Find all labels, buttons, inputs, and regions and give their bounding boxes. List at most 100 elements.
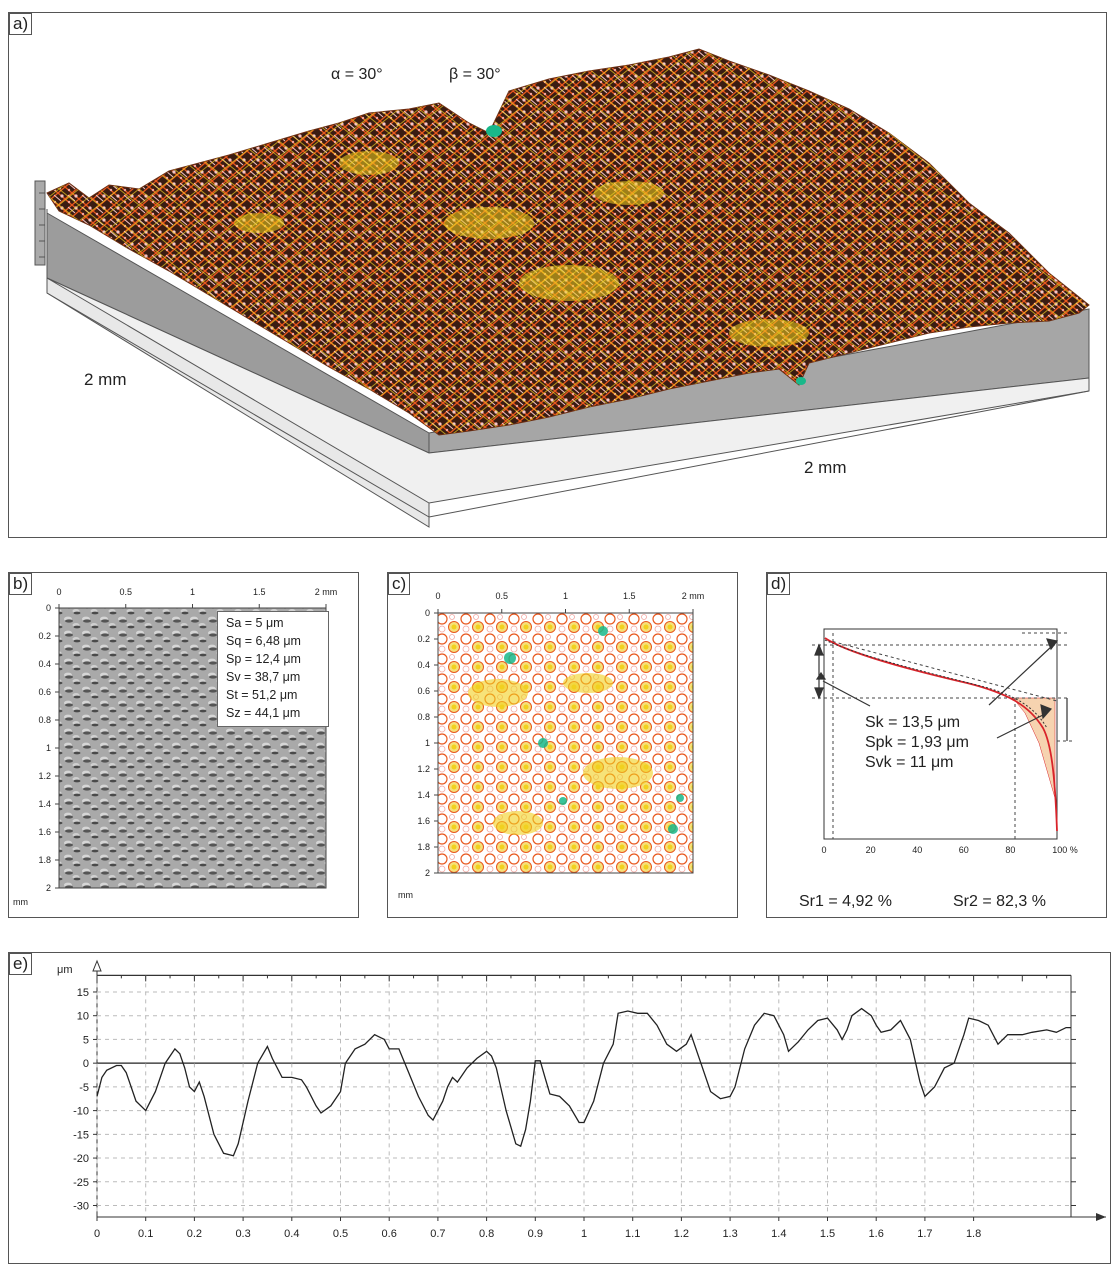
contour-deep-spots xyxy=(504,626,684,834)
y-tick-label: 1 xyxy=(46,743,51,753)
x-tick-label: 1 xyxy=(581,1228,587,1240)
stat-st: St = 51,2 μm xyxy=(226,688,298,702)
y-tick-label: 1.4 xyxy=(38,799,51,809)
y-tick-label: 0.8 xyxy=(417,712,430,722)
x-tick-label: 40 xyxy=(912,845,922,855)
stat-sq: Sq = 6,48 μm xyxy=(226,634,301,648)
y-tick-label: 0 xyxy=(83,1058,89,1070)
x-tick-label: 1.5 xyxy=(623,591,636,601)
y-unit-b: mm xyxy=(13,897,28,907)
roughness-stats-box: Sa = 5 μm Sq = 6,48 μm Sp = 12,4 μm Sv =… xyxy=(217,611,329,727)
x-tick-label: 1 xyxy=(563,591,568,601)
y-tick-label: 0.6 xyxy=(38,687,51,697)
x-tick-label: 1.1 xyxy=(625,1228,640,1240)
y-tick-label: -15 xyxy=(73,1129,89,1141)
x-tick-label: 2 mm xyxy=(315,587,338,597)
x-tick-label: 1.3 xyxy=(722,1228,737,1240)
x-tick-label: 0 xyxy=(435,591,440,601)
stat-sa: Sa = 5 μm xyxy=(226,616,284,630)
y-tick-label: -20 xyxy=(73,1153,89,1165)
x-tick-label: 0.1 xyxy=(138,1228,153,1240)
x-tick-label: 100 % xyxy=(1052,845,1078,855)
x-tick-label: 0.4 xyxy=(284,1228,299,1240)
x-tick-label: 2 mm xyxy=(682,591,705,601)
panel-d-label: d) xyxy=(767,573,791,595)
beta-angle: β = 30° xyxy=(449,66,501,83)
svk-value: Svk = 11 μm xyxy=(865,754,954,771)
x-tick-label: 1.7 xyxy=(917,1228,932,1240)
y-tick-label: -10 xyxy=(73,1106,89,1118)
y-axis-unit: μm xyxy=(57,964,73,976)
stat-sp: Sp = 12,4 μm xyxy=(226,652,301,666)
valley-patches xyxy=(234,151,809,347)
surface-3d-plot: α = 30° β = 30° 2 mm 2 mm xyxy=(34,48,1090,528)
alpha-angle: α = 30° xyxy=(331,66,383,83)
y-unit-c: mm xyxy=(398,890,413,900)
y-tick-label: 0 xyxy=(46,603,51,613)
x-tick-label: 1.5 xyxy=(253,587,266,597)
x-tick-label: 0.2 xyxy=(187,1228,202,1240)
stat-sz: Sz = 44,1 μm xyxy=(226,706,301,720)
x-tick-label: 1.5 xyxy=(820,1228,835,1240)
y-tick-label: 5 xyxy=(83,1034,89,1046)
y-tick-label: 0.2 xyxy=(38,631,51,641)
y-tick-label: 1.8 xyxy=(38,855,51,865)
y-tick-label: 1.6 xyxy=(38,827,51,837)
x-tick-label: 20 xyxy=(866,845,876,855)
y-tick-label: 2 xyxy=(46,883,51,893)
y-axis-arrow xyxy=(92,959,102,972)
y-tick-label: 0.6 xyxy=(417,686,430,696)
panel-b-height-map: b) 0 0.5 1 1.5 2 mm 0 0.2 0.4 0.6 0.8 1 1.2 1.4 1.6 1… xyxy=(8,572,359,918)
panel-a-label: a) xyxy=(9,13,33,35)
x-tick-label: 0.5 xyxy=(333,1228,348,1240)
x-tick-label: 1.6 xyxy=(869,1228,884,1240)
y-tick-label: 1.2 xyxy=(417,764,430,774)
x-tick-label: 1.4 xyxy=(771,1228,786,1240)
x-tick-label: 0.5 xyxy=(495,591,508,601)
y-tick-label: 0.8 xyxy=(38,715,51,725)
panel-e-profile: e) μm 15 10 5 0 -5 -10 -15 -20 -25 -30 0 0.1 0.2 0.3… xyxy=(8,952,1111,1264)
x-tick-label: 0.9 xyxy=(528,1228,543,1240)
panel-e-label: e) xyxy=(9,953,33,975)
panel-c-label: c) xyxy=(388,573,411,595)
x-tick-label: 0.3 xyxy=(235,1228,250,1240)
x-tick-label: 80 xyxy=(1005,845,1015,855)
y-tick-label: 15 xyxy=(77,987,89,999)
x-axis-arrow xyxy=(1096,1213,1106,1221)
x-tick-label: 0.6 xyxy=(382,1228,397,1240)
dimension-right: 2 mm xyxy=(804,458,847,477)
x-tick-label: 0 xyxy=(56,587,61,597)
y-tick-label: 10 xyxy=(77,1011,89,1023)
y-tick-label: 2 xyxy=(425,868,430,878)
panel-c-contour-map: c) 0 0.5 1 1.5 2 mm 0 0.2 0.4 0.6 0.8 1 1.2 1.4 1.6 1… xyxy=(387,572,738,918)
y-tick-label: -25 xyxy=(73,1177,89,1189)
panel-a-3d-surface: a) xyxy=(8,12,1107,538)
bearing-curve-plot: 0 20 40 60 80 100 % Sk = 13,5 μm Spk = 1,93 μ… xyxy=(799,628,1078,910)
y-tick-label: -5 xyxy=(79,1082,89,1094)
z-scale-bar xyxy=(34,180,46,266)
y-tick-label: -30 xyxy=(73,1201,89,1213)
x-tick-label: 1.2 xyxy=(674,1228,689,1240)
base-bottom-strip xyxy=(46,277,1090,504)
x-tick-label: 0.5 xyxy=(119,587,132,597)
panel-d-bearing-curve: d) 0 20 40 60 80 100 % xyxy=(766,572,1107,918)
sr2-value: Sr2 = 82,3 % xyxy=(953,893,1046,910)
panel-b-label: b) xyxy=(9,573,33,595)
spk-value: Spk = 1,93 μm xyxy=(865,734,969,751)
sk-value: Sk = 13,5 μm xyxy=(865,714,960,731)
profile-line xyxy=(96,1007,1071,1157)
y-tick-label: 0.4 xyxy=(417,660,430,670)
x-tick-label: 0 xyxy=(821,845,826,855)
contour-yellow-areas xyxy=(468,673,653,835)
x-tick-label: 1.8 xyxy=(966,1228,981,1240)
profile-chart: μm 15 10 5 0 -5 -10 -15 -20 -25 -30 0 0.1 0.2 0.3 0.4… xyxy=(57,959,1106,1240)
x-tick-label: 1 xyxy=(190,587,195,597)
x-tick-label: 0.7 xyxy=(430,1228,445,1240)
bearing-curve xyxy=(824,637,1058,832)
y-tick-label: 0.2 xyxy=(417,634,430,644)
y-tick-label: 1.6 xyxy=(417,816,430,826)
deep-valley-spots xyxy=(486,125,806,385)
y-tick-label: 1.4 xyxy=(417,790,430,800)
dimension-left: 2 mm xyxy=(84,370,127,389)
x-tick-label: 0 xyxy=(94,1228,100,1240)
